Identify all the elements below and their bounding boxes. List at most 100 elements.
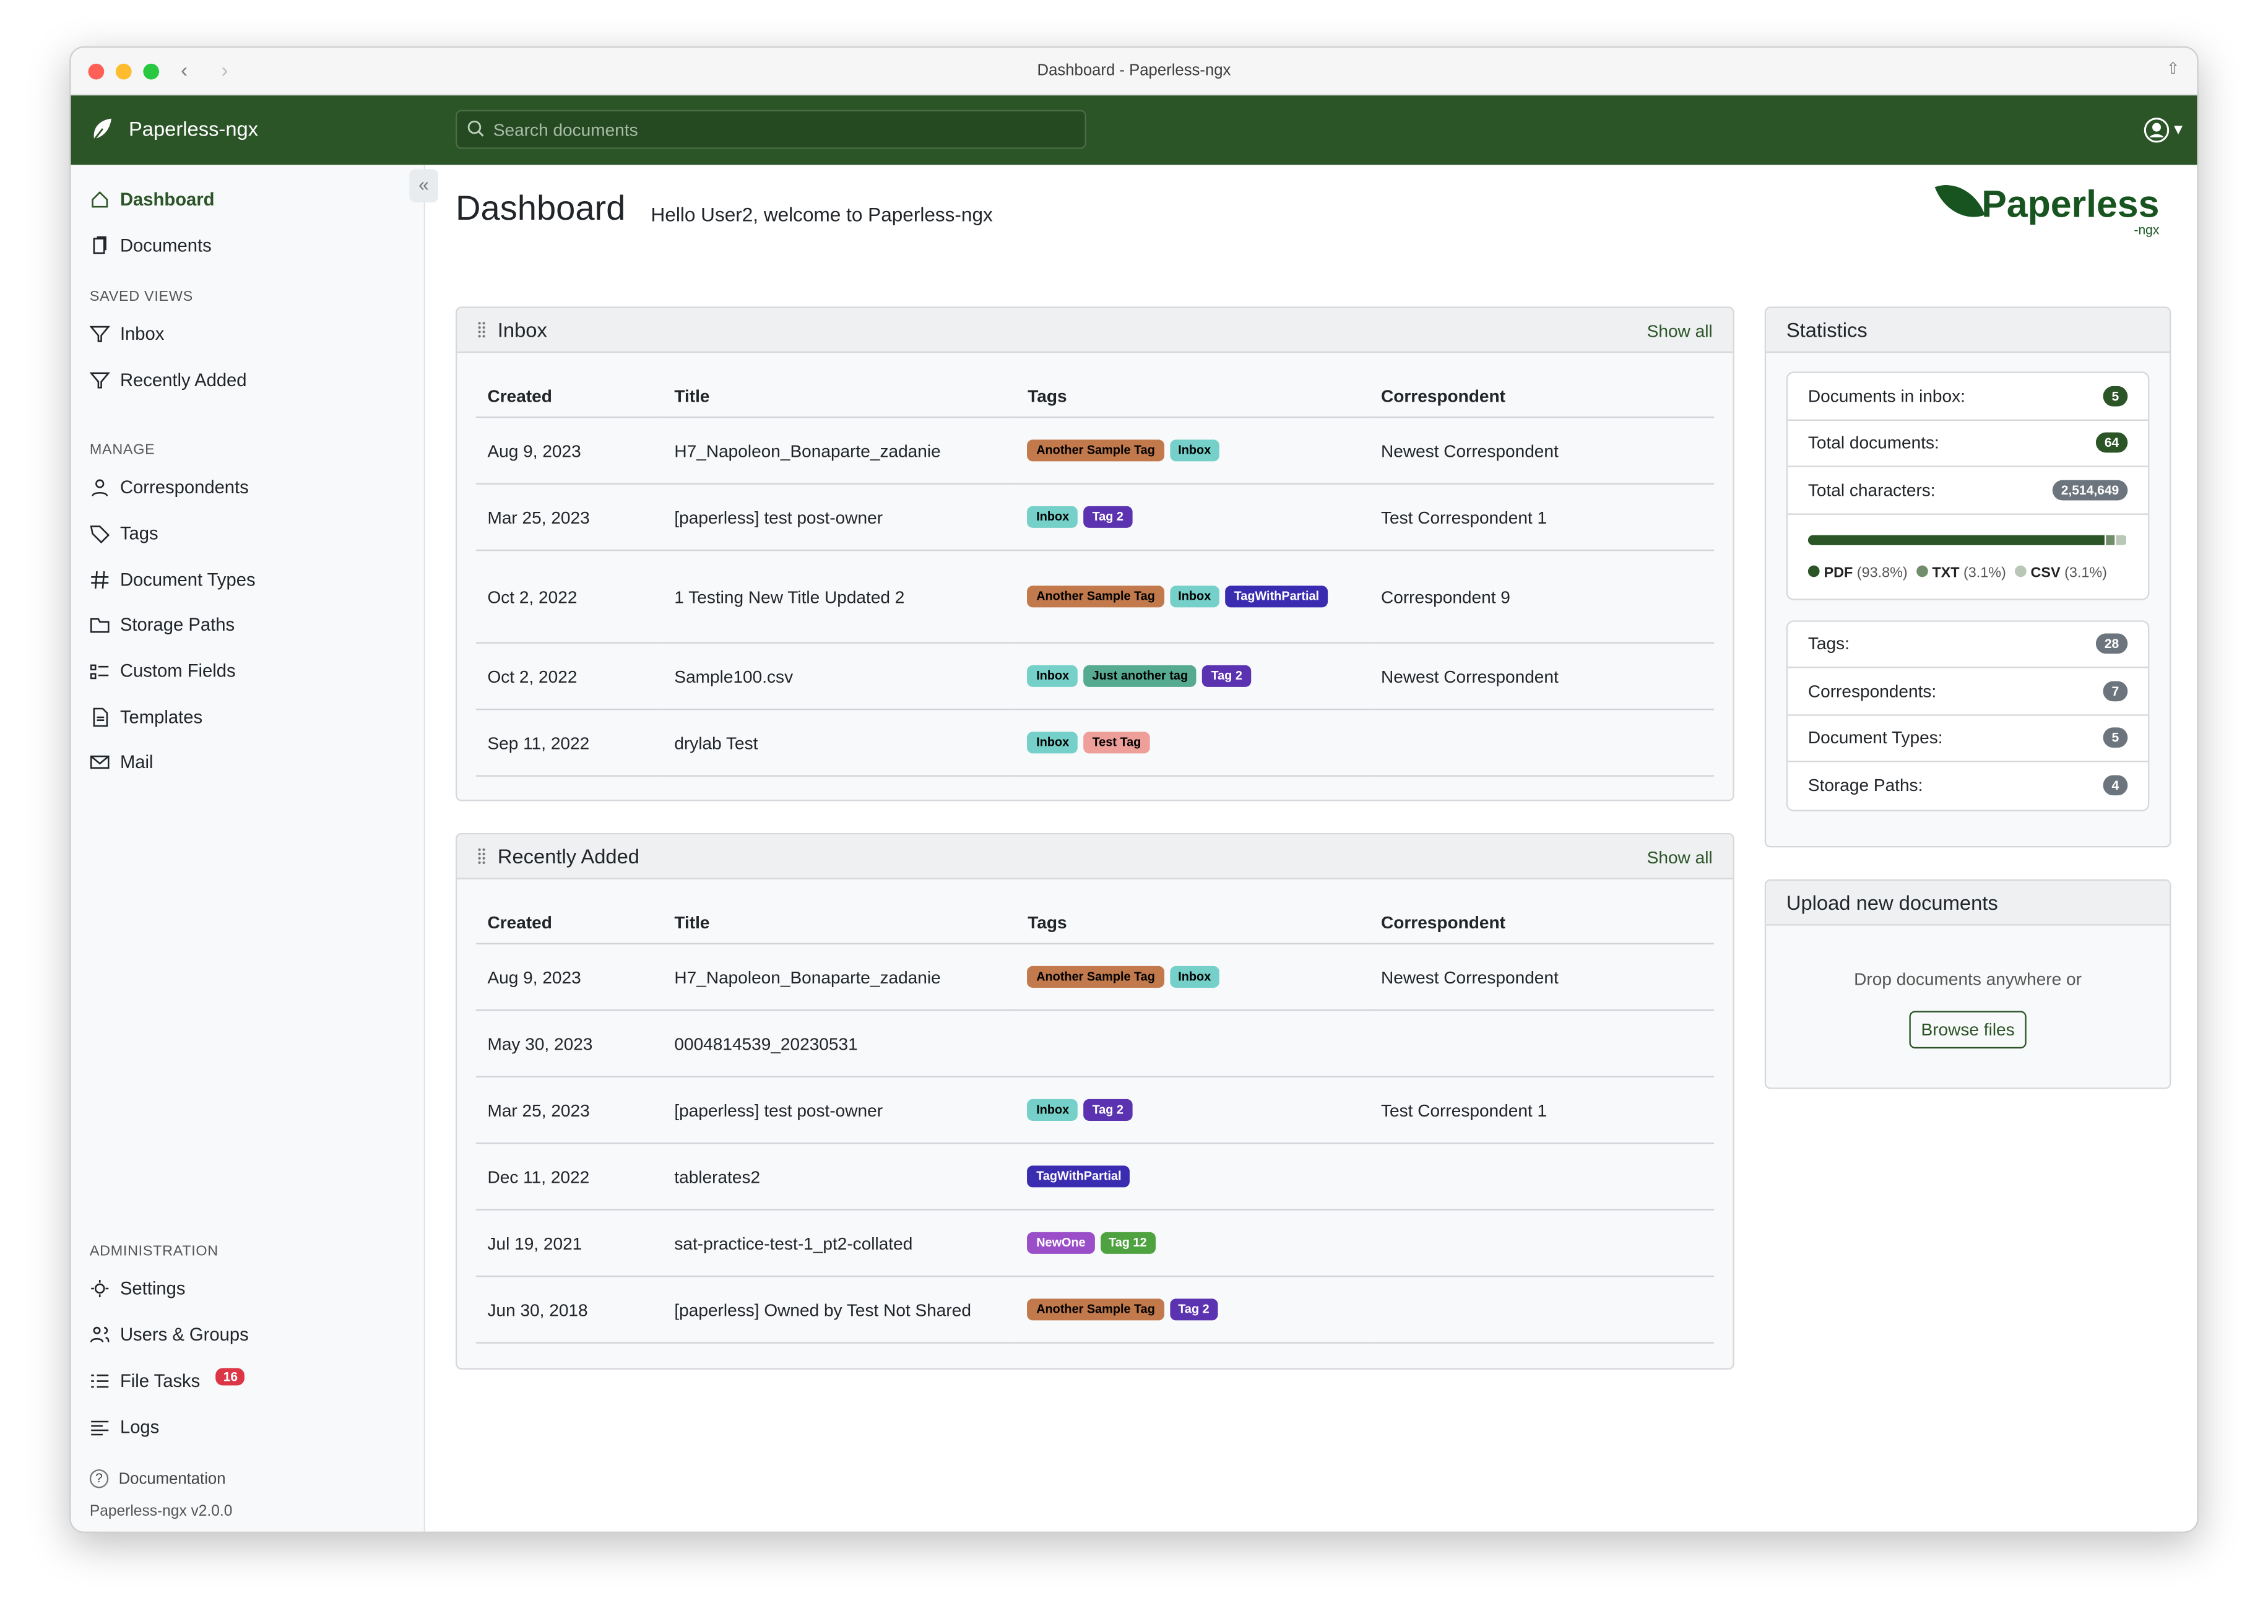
documentation-link[interactable]: ? Documentation — [89, 1469, 226, 1488]
table-row[interactable]: Mar 25, 2023 [paperless] test post-owner I… — [475, 483, 1714, 551]
maximize-window-button[interactable] — [143, 63, 160, 80]
sidebar-item-storage-paths[interactable]: Storage Paths — [90, 615, 235, 635]
title-cell[interactable]: drylab Test — [662, 709, 1016, 777]
sidebar-item-inbox[interactable]: Inbox — [89, 324, 164, 344]
sidebar-item-documents[interactable]: Documents — [90, 236, 212, 256]
table-row[interactable]: Oct 2, 2022 1 Testing New Title Updated 2… — [475, 550, 1714, 644]
title-cell[interactable]: Sample100.csv — [662, 642, 1016, 710]
table-row[interactable]: Aug 9, 2023 H7_Napoleon_Bonaparte_zadanie… — [475, 417, 1714, 485]
sidebar-item-recently-added[interactable]: Recently Added — [89, 370, 247, 391]
sidebar-item-file-tasks[interactable]: File Tasks 16 — [90, 1368, 245, 1391]
version-label: Paperless-ngx v2.0.0 — [89, 1502, 233, 1520]
leaf-logo-icon — [1934, 174, 1985, 228]
title-cell[interactable]: sat-practice-test-1_pt2-collated — [662, 1209, 1016, 1277]
tag-badge[interactable]: Inbox — [1169, 965, 1220, 988]
title-cell[interactable]: tablerates2 — [662, 1143, 1016, 1211]
minimize-window-button[interactable] — [115, 63, 132, 80]
table-row[interactable]: Jul 19, 2021 sat-practice-test-1_pt2-coll… — [475, 1209, 1714, 1277]
tag-badge[interactable]: Test Tag — [1083, 732, 1150, 754]
sidebar-item-dashboard[interactable]: Dashboard — [90, 189, 215, 210]
table-row[interactable]: Sep 11, 2022 drylab Test Inbox Test Tag — [475, 709, 1714, 777]
correspondent-cell[interactable] — [1369, 1276, 1714, 1344]
tag-badge[interactable]: Tag 2 — [1202, 665, 1251, 687]
tag-badge[interactable]: Just another tag — [1083, 665, 1197, 687]
sidebar-item-users-groups[interactable]: Users & Groups — [90, 1324, 249, 1345]
stat-item[interactable]: Document Types: 5 — [1788, 715, 2148, 762]
tag-badge[interactable]: Inbox — [1169, 439, 1220, 462]
table-row[interactable]: Jun 30, 2018 [paperless] Owned by Test No… — [475, 1276, 1714, 1344]
table-header-row: Created Title Tags Correspondent — [475, 353, 1714, 418]
stat-item[interactable]: Documents in inbox: 5 — [1788, 373, 2148, 420]
tag-badge[interactable]: Inbox — [1028, 1099, 1078, 1121]
tag-badge[interactable]: Inbox — [1028, 732, 1078, 754]
stat-item[interactable]: Tags: 28 — [1788, 621, 2148, 668]
title-cell[interactable]: H7_Napoleon_Bonaparte_zadanie — [662, 943, 1016, 1011]
stat-item[interactable]: Total characters: 2,514,649 — [1788, 467, 2148, 514]
correspondent-cell[interactable]: Newest Correspondent — [1369, 417, 1714, 485]
correspondent-cell[interactable]: Newest Correspondent — [1369, 943, 1714, 1011]
drop-zone[interactable]: Drop documents anywhere or Browse files — [1766, 925, 2170, 1049]
tag-badge[interactable]: Inbox — [1028, 506, 1078, 528]
tag-badge[interactable]: NewOne — [1028, 1232, 1094, 1254]
forward-icon[interactable]: › — [221, 58, 228, 81]
share-icon[interactable]: ⇧ — [2166, 61, 2180, 79]
title-cell[interactable]: [paperless] test post-owner — [662, 1076, 1016, 1144]
tag-badge[interactable]: Tag 12 — [1100, 1232, 1156, 1254]
sidebar-item-mail[interactable]: Mail — [90, 752, 154, 772]
title-cell[interactable]: 0004814539_20230531 — [662, 1010, 1016, 1078]
user-menu-button[interactable]: ▾ — [2143, 117, 2183, 143]
tag-badge[interactable]: Another Sample Tag — [1028, 439, 1164, 462]
sidebar-item-document-types[interactable]: Document Types — [90, 570, 256, 590]
tag-badge[interactable]: TagWithPartial — [1028, 1165, 1130, 1188]
tag-badge[interactable]: Tag 2 — [1083, 1099, 1133, 1121]
tag-badge[interactable]: Tag 2 — [1083, 506, 1133, 528]
sidebar-item-logs[interactable]: Logs — [90, 1417, 159, 1438]
show-all-link[interactable]: Show all — [1647, 321, 1713, 342]
correspondent-cell[interactable] — [1369, 1143, 1714, 1211]
title-cell[interactable]: H7_Napoleon_Bonaparte_zadanie — [662, 417, 1016, 485]
stat-item[interactable]: Total documents: 64 — [1788, 420, 2148, 467]
table-row[interactable]: Oct 2, 2022 Sample100.csv Inbox Just anothe… — [475, 642, 1714, 710]
search-input[interactable]: Search documents — [456, 110, 1086, 149]
correspondent-cell[interactable]: Test Correspondent 1 — [1369, 483, 1714, 551]
table-row[interactable]: Dec 11, 2022 tablerates2 TagWithPartial — [475, 1143, 1714, 1211]
brand-name[interactable]: Paperless-ngx — [128, 117, 259, 140]
correspondent-cell[interactable] — [1369, 1209, 1714, 1277]
sidebar-item-custom-fields[interactable]: Custom Fields — [90, 661, 236, 681]
table-row[interactable]: May 30, 2023 0004814539_20230531 — [475, 1010, 1714, 1078]
tag-badge[interactable]: Another Sample Tag — [1028, 585, 1164, 608]
correspondent-cell[interactable]: Test Correspondent 1 — [1369, 1076, 1714, 1144]
table-row[interactable]: Aug 9, 2023 H7_Napoleon_Bonaparte_zadanie… — [475, 943, 1714, 1011]
browse-files-button[interactable]: Browse files — [1909, 1011, 2027, 1049]
tag-badge[interactable]: Inbox — [1028, 665, 1078, 687]
tag-badge[interactable]: Another Sample Tag — [1028, 965, 1164, 988]
collapse-sidebar-button[interactable]: « — [409, 169, 439, 203]
tag-badge[interactable]: Inbox — [1169, 585, 1220, 608]
tag-badge[interactable]: Another Sample Tag — [1028, 1298, 1164, 1321]
title-cell[interactable]: 1 Testing New Title Updated 2 — [662, 550, 1016, 644]
title-cell[interactable]: [paperless] test post-owner — [662, 483, 1016, 551]
table-row[interactable]: Mar 25, 2023 [paperless] test post-owner I… — [475, 1076, 1714, 1144]
drag-handle-icon[interactable] — [477, 847, 487, 865]
correspondent-cell[interactable] — [1369, 1010, 1714, 1078]
correspondent-cell[interactable] — [1369, 709, 1714, 777]
file-type-percent: (3.1%) — [1963, 564, 2006, 581]
tag-badge[interactable]: TagWithPartial — [1225, 585, 1328, 608]
title-cell[interactable]: [paperless] Owned by Test Not Shared — [662, 1276, 1016, 1344]
back-icon[interactable]: ‹ — [181, 58, 188, 81]
sidebar-item-tags[interactable]: Tags — [90, 524, 158, 544]
show-all-link[interactable]: Show all — [1647, 847, 1713, 868]
stat-item[interactable]: Correspondents: 7 — [1788, 668, 2148, 715]
correspondent-cell[interactable]: Correspondent 9 — [1369, 550, 1714, 644]
sidebar-item-correspondents[interactable]: Correspondents — [90, 477, 249, 498]
drag-handle-icon[interactable] — [477, 321, 487, 339]
tags-cell: Another Sample Tag Inbox — [1016, 417, 1370, 485]
file-text-icon — [93, 707, 108, 727]
close-window-button[interactable] — [88, 63, 105, 80]
correspondent-cell[interactable]: Newest Correspondent — [1369, 642, 1714, 710]
file-type-percent: (93.8%) — [1856, 564, 1908, 581]
tag-badge[interactable]: Tag 2 — [1169, 1298, 1218, 1321]
sidebar-item-templates[interactable]: Templates — [90, 707, 202, 727]
stat-item[interactable]: Storage Paths: 4 — [1788, 762, 2148, 809]
sidebar-item-settings[interactable]: Settings — [90, 1279, 185, 1298]
